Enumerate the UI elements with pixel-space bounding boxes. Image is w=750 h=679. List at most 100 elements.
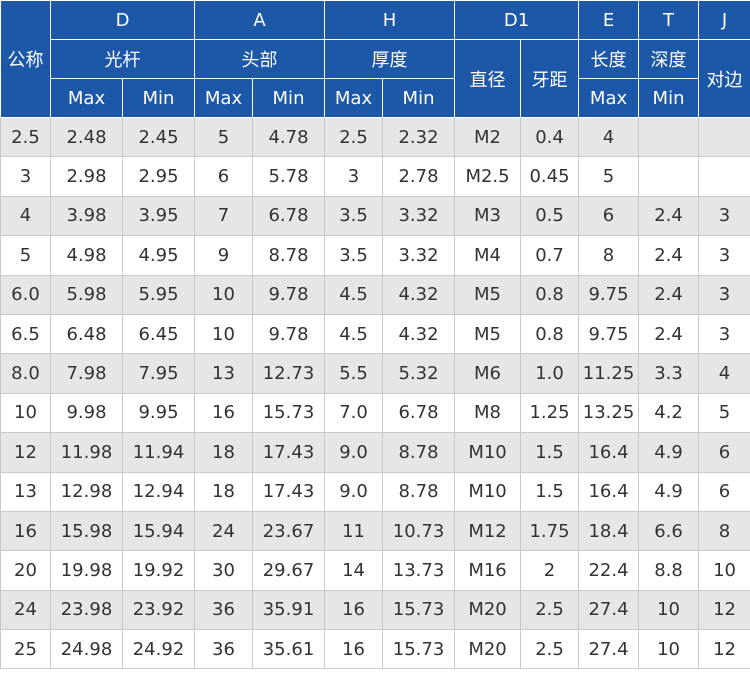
table-cell: 19.98 [50, 550, 123, 591]
table-cell: 13 [194, 353, 253, 394]
header-A: A [193, 0, 326, 40]
table-cell [698, 116, 750, 158]
table-cell: 1.5 [520, 471, 580, 512]
table-cell: 9.78 [251, 274, 326, 315]
table-cell: 35.91 [251, 589, 326, 631]
header-D: D [50, 0, 195, 40]
table-cell: 4.78 [251, 116, 326, 158]
header-D-shank: 光杆 [50, 39, 195, 79]
table-cell: 2.5 [520, 589, 580, 631]
table-cell: 0.8 [520, 274, 580, 315]
table-cell: 3.3 [638, 353, 700, 394]
table-cell: 36 [194, 629, 253, 670]
table-cell: 5.98 [50, 274, 123, 315]
table-cell: 9.75 [578, 274, 640, 315]
table-cell: M16 [454, 550, 522, 591]
table-cell: 7.95 [122, 353, 195, 394]
table-cell: 12.73 [251, 353, 326, 394]
table-cell: 6 [698, 432, 750, 473]
table-cell: 6.6 [638, 510, 700, 552]
table-cell: 20 [0, 550, 51, 591]
table-cell: M5 [454, 313, 522, 355]
table-cell: 11.98 [50, 432, 123, 473]
table-cell: 1.5 [520, 432, 580, 473]
table-row: 2.5 2.48 2.45 5 4.78 2.5 2.32 M2 0.4 4 [0, 116, 750, 158]
table-cell: 35.61 [251, 629, 326, 670]
table-cell: M6 [454, 353, 522, 394]
table-cell: 2.48 [50, 116, 123, 158]
table-cell: 2.45 [122, 116, 195, 158]
table-cell: 0.4 [520, 116, 580, 158]
table-cell: 5 [698, 392, 750, 434]
table-cell: 6.48 [50, 313, 123, 355]
table-cell: 11 [324, 510, 384, 552]
table-row: 24 23.98 23.92 36 35.91 16 15.73 M20 2.5 27.4 10 12 [0, 589, 750, 631]
table-cell: 10 [638, 629, 700, 670]
table-cell: 3 [698, 274, 750, 315]
header-A-head: 头部 [193, 39, 326, 79]
table-cell: 9.75 [578, 313, 640, 355]
table-cell: 15.73 [251, 392, 326, 434]
table-row: 6.5 6.48 6.45 10 9.78 4.5 4.32 M5 0.8 9.75 2.4 3 [0, 313, 750, 355]
table-cell: 5.5 [324, 353, 384, 394]
table-cell: 0.5 [520, 195, 580, 237]
header-T-min: Min [638, 78, 700, 118]
table-cell: 12.98 [50, 471, 123, 512]
table-cell: 7 [194, 195, 253, 237]
table-cell: 4.2 [638, 392, 700, 434]
table-cell: 6 [578, 195, 640, 237]
table-cell: 4 [578, 116, 640, 158]
table-cell: 2.4 [638, 195, 700, 237]
table-body: 2.5 2.48 2.45 5 4.78 2.5 2.32 M2 0.4 4 3 2.98 2.95 6 5… [0, 116, 750, 670]
table-cell: 6.78 [382, 392, 456, 434]
table-cell: 3.5 [324, 235, 384, 276]
table-cell: M8 [454, 392, 522, 434]
table-cell: 9.98 [50, 392, 123, 434]
table-row: 5 4.98 4.95 9 8.78 3.5 3.32 M4 0.7 8 2.4 3 [0, 235, 750, 276]
header-J-across-flats: 对边 [698, 39, 750, 118]
header-D-max: Max [50, 78, 123, 118]
table-row: 16 15.98 15.94 24 23.67 11 10.73 M12 1.75 18.4 6.6… [0, 510, 750, 552]
header-A-min: Min [251, 78, 326, 118]
header-H: H [324, 0, 456, 40]
table-cell: 27.4 [578, 589, 640, 631]
table-cell: 11.94 [122, 432, 195, 473]
table-cell: 2.4 [638, 235, 700, 276]
header-nominal: 公称 [0, 0, 51, 118]
table-cell: 8 [698, 510, 750, 552]
header-J: J [698, 0, 750, 40]
table-cell: 0.8 [520, 313, 580, 355]
table-row: 8.0 7.98 7.95 13 12.73 5.5 5.32 M6 1.0 11.25 3.3 4 [0, 353, 750, 394]
table-cell: 4.95 [122, 235, 195, 276]
table-cell: 10 [194, 274, 253, 315]
table-cell: 18 [194, 471, 253, 512]
table-cell: 3 [324, 156, 384, 197]
header-row-2: 光杆 头部 厚度 直径 牙距 长度 深度 对边 [1, 39, 750, 118]
header-E-max: Max [578, 78, 640, 118]
table-cell: 5 [194, 116, 253, 158]
table-cell: 23.98 [50, 589, 123, 631]
table-cell: 36 [194, 589, 253, 631]
table-row: 13 12.98 12.94 18 17.43 9.0 8.78 M10 1.5 16.4 4.9 6 [0, 471, 750, 512]
table-cell: 2.5 [0, 116, 51, 158]
table-cell: 2.5 [520, 629, 580, 670]
table-cell: 6.78 [251, 195, 326, 237]
table-cell: 23.92 [122, 589, 195, 631]
table-cell: 5 [0, 235, 51, 276]
table-cell: M12 [454, 510, 522, 552]
table-cell: 16 [194, 392, 253, 434]
table-cell: 4.9 [638, 432, 700, 473]
table-cell: 2.98 [50, 156, 123, 197]
table-cell: 3.32 [382, 195, 456, 237]
table-cell: 12 [698, 629, 750, 670]
table-cell: 9.95 [122, 392, 195, 434]
table-cell: 17.43 [251, 471, 326, 512]
table-cell: 6.0 [0, 274, 51, 315]
header-row-1: 公称 D A H D1 E T J [0, 0, 750, 118]
table-row: 6.0 5.98 5.95 10 9.78 4.5 4.32 M5 0.8 9.75 2.4 3 [0, 274, 750, 315]
table-cell: 4 [0, 195, 51, 237]
table-cell: 15.73 [382, 589, 456, 631]
header-D1-pitch: 牙距 [520, 39, 580, 118]
table-cell: 6 [194, 156, 253, 197]
table-cell: 8.78 [382, 471, 456, 512]
